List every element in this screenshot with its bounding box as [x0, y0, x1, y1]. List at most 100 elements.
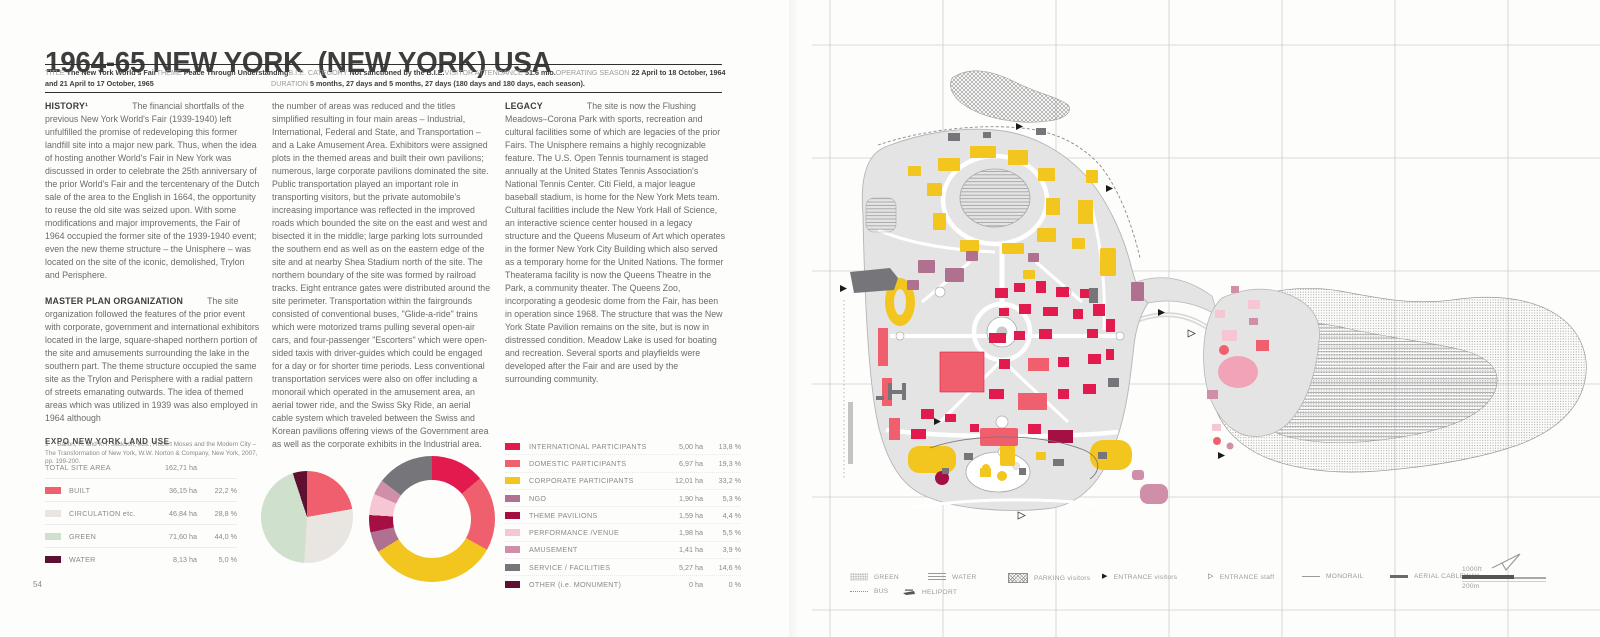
land-use-section-title: EXPO NEW YORK LAND USE	[45, 437, 170, 446]
legend-water: WATER	[928, 573, 977, 581]
meta-theme: THEME Peace Through Understanding	[156, 68, 289, 77]
header-rule-top	[45, 64, 722, 65]
table-row: WATER 8,13 ha 5,0 %	[45, 547, 237, 570]
heliport-icon	[903, 589, 915, 595]
green-swatch	[45, 532, 61, 540]
site-map-svg	[812, 0, 1600, 637]
legend-aerial-cableway: AERIAL CABLEWAY	[1390, 573, 1479, 580]
meta-bie-category: B.I.E. CATEGORY Not sanctioned by the B.…	[288, 68, 445, 77]
theme-pavilions-swatch	[505, 511, 520, 519]
table-row: GREEN 71,60 ha 44,0 %	[45, 524, 237, 547]
monorail-line-icon	[1302, 576, 1320, 577]
table-row: BUILT 36,15 ha 22,2 %	[45, 478, 237, 501]
legend-green: GREEN	[850, 573, 899, 581]
north-arrow	[1491, 553, 1521, 572]
amusement-swatch	[505, 546, 520, 554]
legend-entrance-staff: ▷ ENTRANCE staff	[1208, 573, 1275, 581]
legacy-heading: LEGACY	[505, 101, 543, 111]
table-row: CIRCULATION etc. 46,84 ha 28,8 %	[45, 501, 237, 524]
peninsula-pavilions	[1207, 286, 1269, 450]
parking-pattern-icon	[1008, 573, 1028, 583]
table-row: AMUSEMENT 1,41 ha 3,9 %	[505, 540, 741, 558]
fair-metadata: TITLE The New York World's Fair THEME Pe…	[45, 68, 726, 90]
footnote: 1 Ballon, H. and K.T. Jackson, eds., Rob…	[45, 441, 258, 466]
pool-of-industry	[959, 168, 1031, 228]
history-heading: HISTORY¹	[45, 101, 89, 111]
rail-strip-west	[848, 402, 853, 464]
railroad-line	[877, 126, 1141, 259]
history-paragraph: HISTORY¹ The financial shortfalls of the …	[45, 101, 260, 280]
international-swatch	[505, 442, 520, 450]
peninsula-area	[1203, 288, 1320, 437]
table-row: DOMESTIC PARTICIPANTS 6,97 ha 19,3 %	[505, 454, 741, 471]
master-plan-heading: MASTER PLAN ORGANIZATION	[45, 296, 184, 306]
map-scale-bar: 1000ft 200m	[1462, 566, 1546, 590]
cableway-line-icon	[1390, 575, 1408, 578]
text-column-2: the number of areas was reduced and the …	[272, 100, 491, 451]
master-plan-paragraph: MASTER PLAN ORGANIZATION The site organiz…	[45, 296, 260, 423]
parking-area-north	[950, 70, 1070, 123]
legend-monorail: MONORAIL	[1302, 573, 1364, 580]
legend-entrance-visitors: ▶ ENTRANCE visitors	[1102, 573, 1178, 581]
table-row: TOTAL SITE AREA 162,71 ha	[45, 462, 197, 472]
page-number: 54	[33, 580, 42, 589]
nw-pond	[865, 197, 897, 233]
meta-duration: DURATION 5 months, 27 days and 5 months,…	[271, 78, 585, 88]
table-row: OTHER (i.e. MONUMENT) 0 ha 0 %	[505, 575, 741, 592]
entrance-visitors-icon: ▶	[1102, 573, 1108, 580]
legend-bus: BUS	[850, 588, 888, 595]
performance-swatch	[505, 529, 520, 537]
page-title: 1964-65 NEW YORK (NEW YORK) USA	[45, 47, 552, 80]
service-buildings	[850, 128, 1119, 475]
ngo-swatch	[505, 494, 520, 502]
scale-bar-graphic	[1462, 575, 1546, 579]
entrance-markers	[840, 123, 1225, 459]
meta-attendance: VISITOR ATTENDANCE 51.6 mio.	[444, 68, 556, 77]
site-map	[790, 0, 1600, 637]
page-gutter	[789, 0, 799, 637]
ngo-pavilions	[907, 251, 1144, 301]
water-swatch	[45, 555, 61, 563]
table-row: INTERNATIONAL PARTICIPANTS 5,00 ha 13,8 …	[505, 438, 741, 454]
domestic-pavilions	[878, 328, 1049, 446]
built-swatch	[45, 486, 61, 494]
corporate-swatch	[505, 477, 520, 485]
legend-heliport: HELIPORT	[902, 588, 957, 596]
scale-metric-label: 200m	[1462, 581, 1546, 590]
table-row: PERFORMANCE /VENUE 1,98 ha 5,5 %	[505, 523, 741, 540]
land-use-pie-chart	[261, 471, 353, 563]
scale-imperial-label: 1000ft	[1462, 566, 1483, 573]
text-column-3: LEGACY The site is now the Flushing Meado…	[505, 100, 726, 386]
donut-hole	[393, 480, 471, 558]
text-column-1: HISTORY¹ The financial shortfalls of the …	[45, 100, 261, 467]
meta-title: TITLE The New York World's Fair	[45, 68, 157, 77]
other-swatch	[505, 581, 520, 589]
water-pattern-icon	[928, 573, 946, 581]
meta-title-line2: and 21 April to 17 October, 1965	[45, 78, 154, 88]
map-legend: GREEN WATER PARKING visitors ▶ ENTRANCE …	[790, 0, 1600, 637]
circulation-swatch	[45, 509, 61, 517]
entrance-staff-markers	[1017, 329, 1196, 520]
heliport-marker	[876, 383, 906, 400]
service-swatch	[505, 563, 520, 571]
table-row: SERVICE / FACILITIES 5,27 ha 14,6 %	[505, 558, 741, 575]
entrance-staff-icon: ▷	[1208, 573, 1214, 580]
green-pattern-icon	[850, 573, 868, 581]
participants-legend-table: INTERNATIONAL PARTICIPANTS 5,00 ha 13,8 …	[505, 438, 741, 593]
table-row: CORPORATE PARTICIPANTS 12,01 ha 33,2 %	[505, 471, 741, 489]
continuation-paragraph: the number of areas was reduced and the …	[272, 101, 491, 449]
legend-parking: PARKING visitors	[1008, 573, 1090, 583]
amusement-cluster	[1132, 470, 1168, 504]
domestic-swatch	[505, 459, 520, 467]
bus-line-icon	[850, 591, 868, 592]
meta-season: OPERATING SEASON 22 April to 18 October,…	[555, 68, 726, 77]
theme-pavilions	[935, 430, 1073, 485]
header-rule-bottom	[45, 92, 722, 93]
monorail-line	[929, 436, 1099, 480]
international-pavilions	[911, 281, 1115, 439]
table-row: NGO 1,90 ha 5,3 %	[505, 488, 741, 506]
legacy-paragraph: LEGACY The site is now the Flushing Meado…	[505, 101, 726, 384]
table-row: THEME PAVILIONS 1,59 ha 4,4 %	[505, 506, 741, 523]
land-use-table: TOTAL SITE AREA 162,71 ha BUILT 36,15 ha…	[45, 456, 237, 570]
